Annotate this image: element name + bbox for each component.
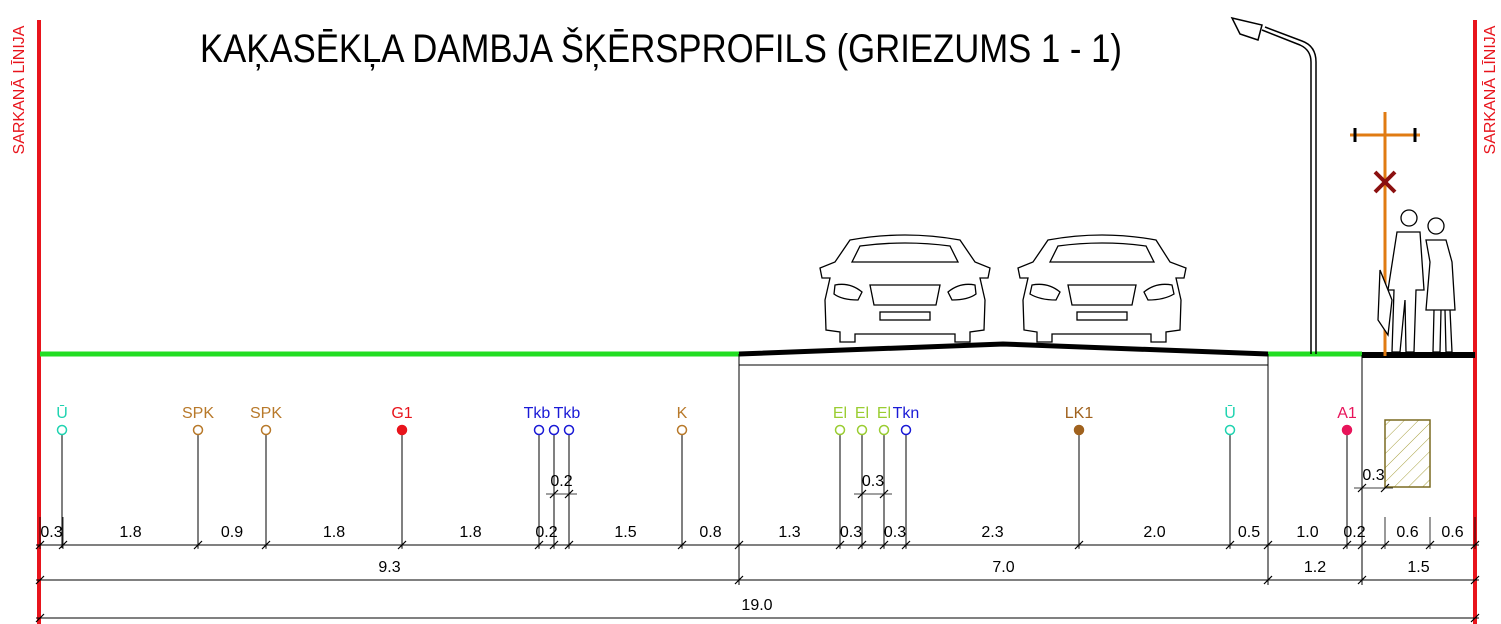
dim-label: 0.2 [550,473,572,490]
utility-symbol [1075,426,1084,435]
dim-label: 1.5 [1407,559,1429,576]
dim-label: 0.2 [535,524,557,541]
dim-label: 1.0 [1296,524,1318,541]
car [1018,235,1186,342]
dim-label: 0.2 [1343,524,1365,541]
utility-symbol [836,426,845,435]
utility-label: SPK [250,405,282,422]
hatched-area [1385,420,1430,487]
utility-label: Tkn [893,405,920,422]
dim-label: 7.0 [992,559,1014,576]
street-lamp [1232,18,1316,354]
dim-label: 0.6 [1441,524,1463,541]
dim-label: 0.3 [1362,467,1384,484]
utility-label: El [877,405,891,422]
pedestrians [1378,210,1455,352]
title: KAĶASĒKĻA DAMBJA ŠĶĒRSPROFILS (GRIEZUMS … [200,26,1122,71]
utility-symbol [194,426,203,435]
dim-label: 0.3 [884,524,906,541]
dim-label: 1.8 [459,524,481,541]
utility-label: SPK [182,405,214,422]
utility-symbol [398,426,407,435]
utility-label: Ū [1224,404,1236,422]
red-line-label: SARKANĀ LĪNIJA [10,25,28,154]
dim-label: 0.5 [1238,524,1260,541]
utility-label: Ū [56,404,68,422]
utility-label: El [833,405,847,422]
utility-label: G1 [391,405,412,422]
dim-label: 0.6 [1396,524,1418,541]
utility-symbol [1343,426,1352,435]
dim-label: 2.3 [981,524,1003,541]
utility-symbol [565,426,574,435]
utility-symbol [1226,426,1235,435]
dim-label: 0.3 [862,473,884,490]
cross-section: KAĶASĒKĻA DAMBJA ŠĶĒRSPROFILS (GRIEZUMS … [0,0,1501,624]
dim-label: 0.3 [840,524,862,541]
utility-label: Tkb [524,405,551,422]
utility-label: El [855,405,869,422]
dim-label: 1.2 [1304,559,1326,576]
dim-label: 0.3 [40,524,62,541]
dim-label: 1.3 [778,524,800,541]
dim-label: 1.5 [614,524,636,541]
utility-symbol [858,426,867,435]
red-line-label: SARKANĀ LĪNIJA [1481,25,1499,154]
utility-symbol [880,426,889,435]
road-edge [1003,354,1268,365]
utility-symbol [58,426,67,435]
dim-label: 0.8 [699,524,721,541]
dim-label: 2.0 [1143,524,1165,541]
dim-label: 19.0 [741,597,772,614]
utility-label: Tkb [554,405,581,422]
car [820,235,990,342]
road [739,344,1268,354]
utility-symbol [535,426,544,435]
utility-symbol [902,426,911,435]
utility-symbol [262,426,271,435]
utility-label: A1 [1337,405,1357,422]
dim-label: 0.9 [221,524,243,541]
utility-label: LK1 [1065,405,1094,422]
utility-label: K [677,405,688,422]
dim-label: 9.3 [378,559,400,576]
dim-label: 1.8 [119,524,141,541]
road-edge [739,354,1003,365]
utility-symbol [678,426,687,435]
utility-symbol [550,426,559,435]
dim-label: 1.8 [323,524,345,541]
